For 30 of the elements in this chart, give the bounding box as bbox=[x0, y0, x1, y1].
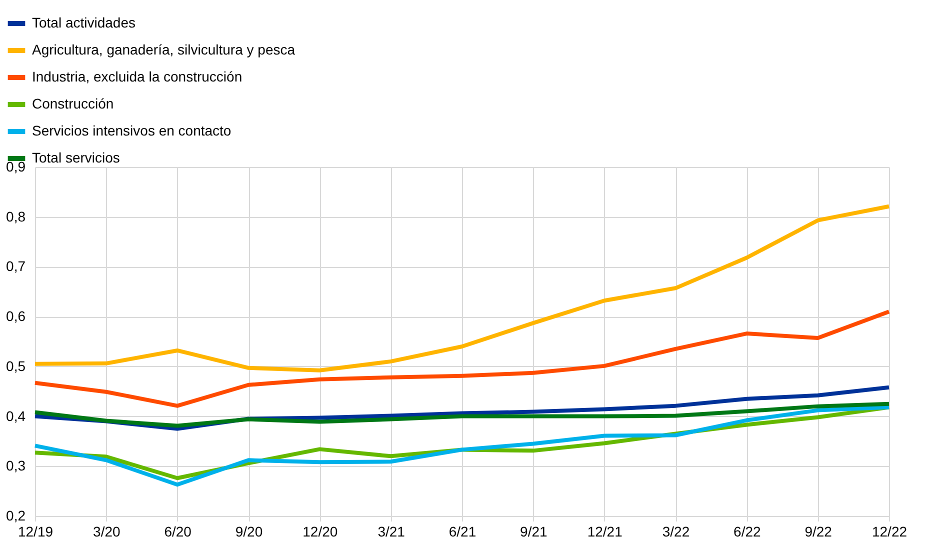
y-tick-label: 0,7 bbox=[6, 258, 26, 274]
legend-label: Total servicios bbox=[32, 150, 120, 166]
x-tick-label: 6/22 bbox=[734, 524, 762, 540]
x-tick-label: 12/19 bbox=[18, 524, 54, 540]
x-tick-label: 3/20 bbox=[93, 524, 121, 540]
x-tick-label: 9/22 bbox=[804, 524, 832, 540]
x-tick-label: 9/21 bbox=[520, 524, 548, 540]
line-series bbox=[33, 310, 891, 408]
x-tick-label: 12/21 bbox=[587, 524, 623, 540]
legend-label: Industria, excluida la construcción bbox=[32, 68, 242, 84]
x-tick-label: 9/20 bbox=[235, 524, 263, 540]
y-tick-label: 0,5 bbox=[6, 358, 26, 374]
legend-label: Construcción bbox=[32, 96, 114, 112]
legend-label: Total actividades bbox=[32, 14, 136, 30]
legend-label: Agricultura, ganadería, silvicultura y pesca bbox=[32, 42, 296, 58]
y-tick-label: 0,9 bbox=[6, 158, 26, 174]
y-tick-label: 0,2 bbox=[6, 508, 26, 524]
x-tick-label: 12/20 bbox=[302, 524, 338, 540]
legend-label: Servicios intensivos en contacto bbox=[32, 122, 232, 138]
line-series bbox=[33, 204, 891, 372]
x-tick-label: 6/20 bbox=[164, 524, 192, 540]
x-tick-label: 3/22 bbox=[662, 524, 690, 540]
y-tick-label: 0,3 bbox=[6, 458, 26, 474]
x-tick-label: 6/21 bbox=[448, 524, 476, 540]
y-tick-label: 0,6 bbox=[6, 308, 26, 324]
y-tick-label: 0,8 bbox=[6, 208, 26, 224]
x-tick-label: 12/22 bbox=[872, 524, 908, 540]
line-series bbox=[33, 402, 891, 428]
x-tick-label: 3/21 bbox=[378, 524, 406, 540]
y-tick-label: 0,4 bbox=[6, 408, 26, 424]
